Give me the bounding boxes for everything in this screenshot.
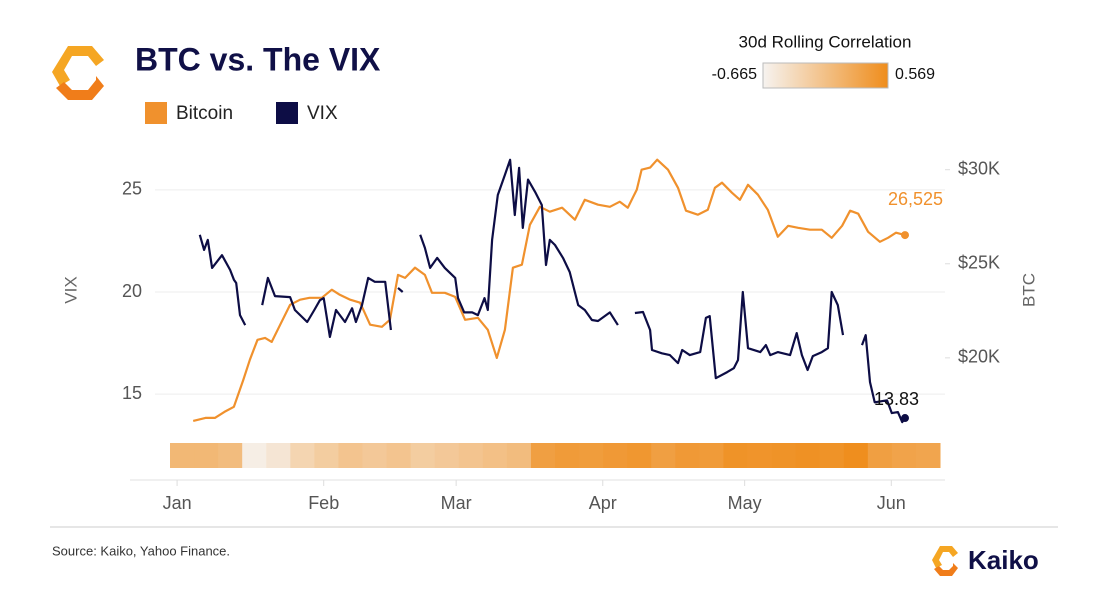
correlation-cell [410, 443, 436, 468]
y-tick-label: 25 [122, 179, 142, 199]
correlation-cell [891, 443, 917, 468]
correlation-cell [458, 443, 484, 468]
colorbar [762, 62, 889, 89]
correlation-cell [266, 443, 291, 468]
x-tick-label: May [728, 493, 762, 513]
source: Source: Kaiko, Yahoo Finance. [52, 543, 230, 558]
colorbar-title: 30d Rolling Correlation [739, 32, 912, 51]
x-tick-label: Feb [308, 493, 339, 513]
correlation-cell [627, 443, 652, 468]
legend-swatch [276, 102, 298, 124]
x-tick-label: Jan [163, 493, 192, 513]
legend-swatch [145, 102, 167, 124]
logo [52, 46, 104, 100]
y2-tick-label: $20K [958, 347, 1000, 367]
correlation-cell [603, 443, 628, 468]
series-line [198, 158, 906, 424]
y2-tick-label: $30K [958, 158, 1000, 178]
x-tick-label: Apr [589, 493, 617, 513]
correlation-cell [386, 443, 412, 468]
chart-title: BTC vs. The VIX [135, 41, 381, 77]
correlation-cell [867, 443, 893, 468]
y2-axis-label: BTC [1019, 273, 1038, 307]
y-tick-label: 20 [122, 281, 142, 301]
correlation-cell [194, 443, 219, 468]
correlation-cell [362, 443, 388, 468]
correlation-cell [579, 443, 604, 468]
legend-label: Bitcoin [176, 103, 233, 124]
y2-tick-label: $25K [958, 253, 1000, 273]
end-point [901, 414, 909, 423]
correlation-cell [290, 443, 315, 468]
correlation-cell [170, 443, 195, 468]
correlation-cell [314, 443, 339, 468]
legend-label: VIX [307, 103, 338, 124]
correlation-cell [747, 443, 773, 468]
correlation-cell [651, 443, 676, 468]
correlation-cell [555, 443, 580, 468]
correlation-cell [819, 443, 845, 468]
correlation-cell [530, 443, 556, 468]
correlation-cell [338, 443, 363, 468]
correlation-cell [795, 443, 821, 468]
x-tick-label: Jun [877, 493, 906, 513]
brand-logo [932, 546, 958, 576]
correlation-cell [482, 443, 508, 468]
correlation-cell [506, 443, 532, 468]
correlation-cell [218, 443, 243, 468]
correlation-cell [723, 443, 748, 468]
end-label: 26,525 [888, 189, 943, 209]
correlation-cell [915, 443, 941, 468]
colorbar-max: 0.569 [895, 66, 935, 83]
colorbar-min: -0.665 [712, 66, 757, 83]
correlation-cell [699, 443, 724, 468]
correlation-cell [771, 443, 797, 468]
correlation-cell [675, 443, 700, 468]
series-line [192, 158, 906, 422]
correlation-cell [843, 443, 869, 468]
y-axis-label: VIX [61, 276, 80, 303]
correlation-cell [434, 443, 460, 468]
brand-name: Kaiko [968, 545, 1039, 575]
end-point [901, 231, 909, 240]
end-label: 13.83 [874, 389, 919, 409]
y-tick-label: 15 [122, 383, 142, 403]
correlation-cell [242, 443, 267, 468]
x-tick-label: Mar [441, 493, 472, 513]
